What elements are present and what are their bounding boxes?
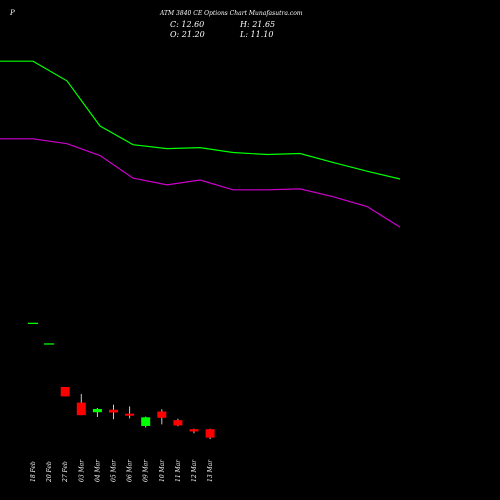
candle [157, 409, 167, 425]
x-tick-label: 04 Mar [94, 459, 101, 482]
moving-average-lines [0, 60, 401, 228]
candle [60, 386, 70, 397]
open-value: O: 21.20 [170, 30, 205, 39]
chart-prefix: P [9, 9, 15, 17]
chart-header: P ATM 3840 CE Options Chart Munafasutra.… [9, 9, 303, 39]
candle-body [125, 413, 135, 416]
candle-body [189, 429, 199, 432]
x-axis-ticks: 18 Feb 20 Feb 27 Feb 03 Mar 04 Mar 05 Mar 06 M… [30, 459, 214, 483]
ma-line-green [0, 60, 401, 180]
candle [173, 418, 183, 427]
candle [141, 416, 151, 428]
candle-body [205, 429, 215, 438]
chart-title: ATM 3840 CE Options Chart Munafasutra.co… [159, 10, 303, 17]
x-tick-label: 13 Mar [207, 459, 214, 482]
x-tick-label: 27 Feb [62, 461, 69, 483]
x-tick-label: 12 Mar [191, 459, 198, 482]
candle [92, 407, 102, 418]
candles [28, 322, 215, 440]
high-value: H: 21.65 [239, 20, 275, 29]
close-value: C: 12.60 [170, 20, 204, 29]
x-tick-label: 20 Feb [46, 461, 53, 483]
x-tick-label: 18 Feb [30, 461, 37, 482]
candle [125, 406, 135, 419]
candle [109, 404, 118, 420]
ma-line-magenta [0, 138, 401, 228]
x-tick-label: 03 Mar [78, 459, 85, 482]
x-tick-label: 06 Mar [127, 459, 134, 482]
candle-body [92, 408, 102, 413]
candle [76, 394, 86, 416]
candle-body [173, 420, 183, 426]
candle-body [109, 409, 118, 413]
x-tick-label: 10 Mar [159, 459, 166, 482]
candle [189, 428, 199, 434]
candle-body [60, 386, 70, 397]
candle-body [157, 411, 167, 418]
x-tick-label: 11 Mar [175, 459, 182, 482]
x-tick-label: 05 Mar [111, 459, 118, 482]
low-value: L: 11.10 [239, 30, 273, 39]
candle-body [76, 402, 86, 416]
candle-body [141, 417, 151, 426]
candle [205, 428, 215, 440]
x-tick-label: 09 Mar [143, 459, 150, 482]
